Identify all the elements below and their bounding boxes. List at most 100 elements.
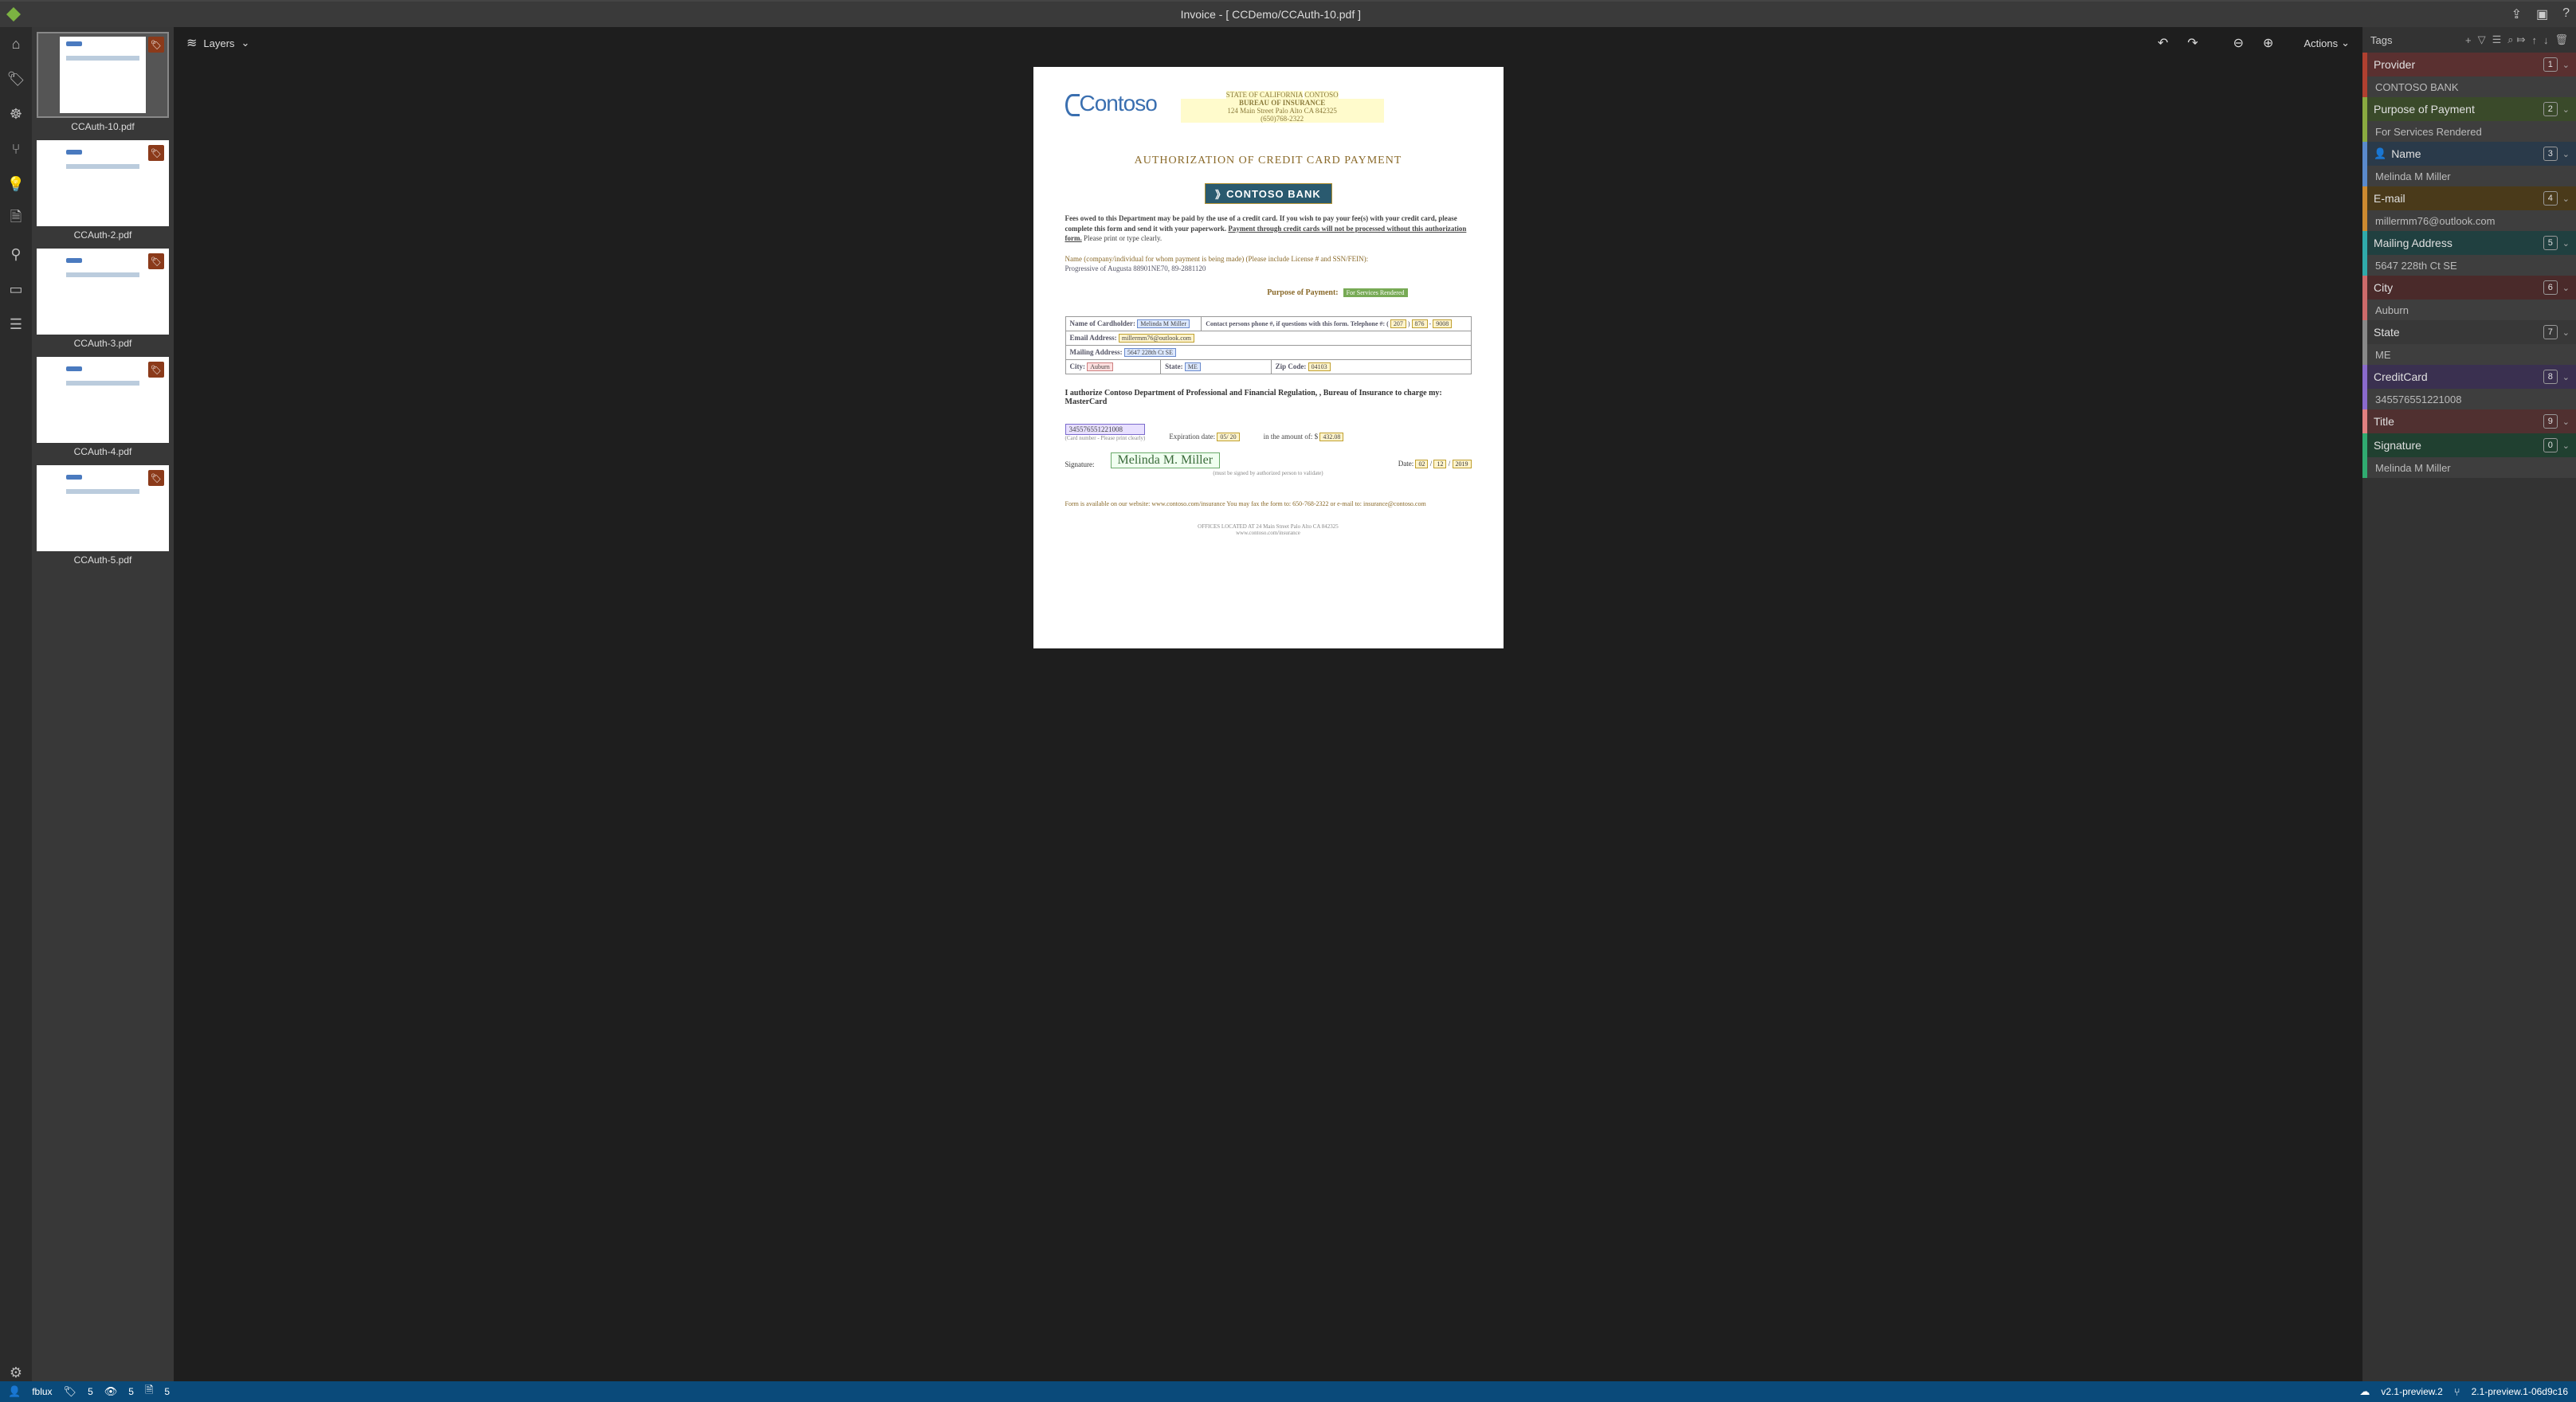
tag-header[interactable]: E-mail4 ⌄ (2362, 186, 2576, 210)
thumbnail-item[interactable]: 🏷CCAuth-10.pdf (37, 32, 169, 132)
document-canvas[interactable]: Contoso STATE OF CALIFORNIA CONTOSO BURE… (174, 59, 2362, 1381)
tag-name: Provider (2374, 58, 2543, 71)
thumbnail-label: CCAuth-5.pdf (37, 554, 169, 566)
thumbnails-panel: 🏷CCAuth-10.pdf🏷CCAuth-2.pdf🏷CCAuth-3.pdf… (32, 27, 174, 1381)
tag-value[interactable]: CONTOSO BANK (2362, 76, 2576, 97)
status-version-2: 2.1-preview.1-06d9c16 (2472, 1386, 2568, 1397)
tag-header[interactable]: Signature0⌄ (2362, 433, 2576, 457)
titlebar: Invoice - [ CCDemo/CCAuth-10.pdf ] ⇪ ▣ ? (0, 0, 2576, 27)
delete-icon[interactable]: 🗑 (2554, 33, 2568, 46)
chevron-down-icon[interactable]: ⌄ (2341, 37, 2350, 49)
window-title: Invoice - [ CCDemo/CCAuth-10.pdf ] (30, 8, 2511, 21)
status-bar: 👤 fblux 🏷5 👁5 🗎5 ☁v2.1-preview.2 ⑂2.1-pr… (0, 1381, 2576, 1402)
thumbnail-item[interactable]: 🏷CCAuth-5.pdf (37, 465, 169, 566)
tag-header[interactable]: CreditCard8⌄ (2362, 365, 2576, 389)
id-icon[interactable]: ▭ (7, 280, 25, 298)
thumbnail-item[interactable]: 🏷CCAuth-2.pdf (37, 140, 169, 241)
chevron-down-icon[interactable]: ⌄ (2562, 104, 2570, 115)
thumbnail-item[interactable]: 🏷CCAuth-3.pdf (37, 249, 169, 349)
search-icon[interactable]: ⌕ (2507, 33, 2513, 46)
cloud-icon: ☁ (2359, 1385, 2370, 1398)
down-icon[interactable]: ↓ (2543, 34, 2549, 46)
tag-header[interactable]: Mailing Address5⌄ (2362, 231, 2576, 255)
document-icon[interactable]: 🗎 (7, 210, 25, 228)
contoso-logo: Contoso (1065, 91, 1157, 116)
card-row: 345576551221008 (Card number - Please pr… (1065, 424, 1472, 441)
tag-count: 6 (2543, 280, 2558, 295)
train-icon[interactable]: ☸ (7, 105, 25, 123)
form-icon[interactable]: ☰ (7, 315, 25, 333)
tag-header[interactable]: 👤Name3⌄ (2362, 142, 2576, 166)
chevron-down-icon[interactable]: ⌄ (2562, 149, 2570, 159)
help-icon[interactable]: ? (2562, 6, 2570, 22)
chevron-down-icon[interactable]: ⌄ (2562, 327, 2570, 338)
zoom-in-icon[interactable]: ⊕ (2258, 32, 2278, 54)
rotate-left-icon[interactable]: ↶ (2153, 32, 2173, 54)
chevron-down-icon[interactable]: ⌄ (241, 37, 249, 49)
home-icon[interactable]: ⌂ (7, 35, 25, 53)
tag-name: CreditCard (2374, 370, 2543, 383)
chevron-down-icon[interactable]: ⌄ (2562, 417, 2570, 427)
chevron-down-icon[interactable]: ⌄ (2562, 194, 2570, 204)
chevron-down-icon[interactable]: ⌄ (2562, 60, 2570, 70)
fees-paragraph: Fees owed to this Department may be paid… (1065, 213, 1472, 244)
tag-count: 5 (2543, 236, 2558, 250)
thumbnail-tag-icon: 🏷 (148, 362, 164, 378)
goto-icon[interactable]: ⤇ (2517, 33, 2526, 46)
tag-name: Purpose of Payment (2374, 103, 2543, 116)
tag-name: Signature (2374, 439, 2543, 452)
branch-icon: ⑂ (2454, 1386, 2460, 1398)
tag-header[interactable]: City6⌄ (2362, 276, 2576, 300)
tag-name: Name (2391, 147, 2543, 160)
thumbnail-item[interactable]: 🏷CCAuth-4.pdf (37, 357, 169, 457)
rotate-right-icon[interactable]: ↷ (2182, 32, 2202, 54)
chevron-down-icon[interactable]: ⌄ (2562, 441, 2570, 451)
tag-header[interactable]: Provider1⌄ (2362, 53, 2576, 76)
add-tag-icon[interactable]: + (2465, 34, 2472, 46)
tag-row: Title9⌄ (2362, 409, 2576, 433)
chevron-down-icon[interactable]: ⌄ (2562, 283, 2570, 293)
tag-value[interactable]: 5647 228th Ct SE (2362, 255, 2576, 276)
up-icon[interactable]: ↑ (2531, 34, 2537, 46)
tag-row: Purpose of Payment2⌄For Services Rendere… (2362, 97, 2576, 142)
merge-icon[interactable]: ⑂ (7, 140, 25, 158)
tag-value[interactable]: ME (2362, 344, 2576, 365)
panel-icon[interactable]: ▣ (2536, 6, 2548, 22)
tag-value[interactable]: Melinda M Miller (2362, 457, 2576, 478)
tag-header[interactable]: State7⌄ (2362, 320, 2576, 344)
lightbulb-icon[interactable]: 💡 (7, 175, 25, 193)
layers-label[interactable]: Layers (203, 37, 234, 49)
thumbnail-label: CCAuth-3.pdf (37, 338, 169, 349)
form-table: Name of Cardholder: Melinda M Miller Con… (1065, 316, 1472, 374)
tag-count: 4 (2543, 191, 2558, 206)
view-count-icon: 👁 (104, 1385, 118, 1398)
plug-icon[interactable]: ⚲ (7, 245, 25, 263)
thumbnail-label: CCAuth-10.pdf (37, 121, 169, 132)
bank-logo: 》CONTOSO BANK (1205, 183, 1332, 204)
canvas-toolbar: ≋ Layers ⌄ ↶ ↷ ⊖ ⊕ Actions ⌄ (174, 27, 2362, 59)
purpose-row: Purpose of Payment:For Services Rendered (1065, 288, 1472, 297)
status-version-1: v2.1-preview.2 (2381, 1386, 2442, 1397)
zoom-out-icon[interactable]: ⊖ (2229, 32, 2249, 54)
status-user: fblux (32, 1386, 52, 1397)
share-icon[interactable]: ⇪ (2511, 6, 2522, 22)
footer-text: Form is available on our website: www.co… (1065, 500, 1472, 507)
tag-value[interactable]: Auburn (2362, 300, 2576, 320)
settings-icon[interactable]: ⚙ (7, 1364, 25, 1381)
tag-value[interactable]: millermm76@outlook.com (2362, 210, 2576, 231)
chevron-down-icon[interactable]: ⌄ (2562, 372, 2570, 382)
tag-name: E-mail (2374, 192, 2543, 205)
actions-label[interactable]: Actions (2304, 37, 2338, 49)
tag-header[interactable]: Title9⌄ (2362, 409, 2576, 433)
tag-value[interactable]: 345576551221008 (2362, 389, 2576, 409)
filter-icon[interactable]: ▽ (2478, 33, 2486, 46)
user-icon: 👤 (8, 1385, 21, 1398)
chevron-down-icon[interactable]: ⌄ (2562, 238, 2570, 249)
tag-value[interactable]: For Services Rendered (2362, 121, 2576, 142)
letterhead: STATE OF CALIFORNIA CONTOSO BUREAU OF IN… (1181, 91, 1384, 123)
tag-value[interactable]: Melinda M Miller (2362, 166, 2576, 186)
tag-header[interactable]: Purpose of Payment2⌄ (2362, 97, 2576, 121)
name-label: Name (company/individual for whom paymen… (1065, 255, 1472, 263)
tag-icon[interactable]: 🏷 (7, 70, 25, 88)
list-icon[interactable]: ☰ (2492, 33, 2502, 46)
